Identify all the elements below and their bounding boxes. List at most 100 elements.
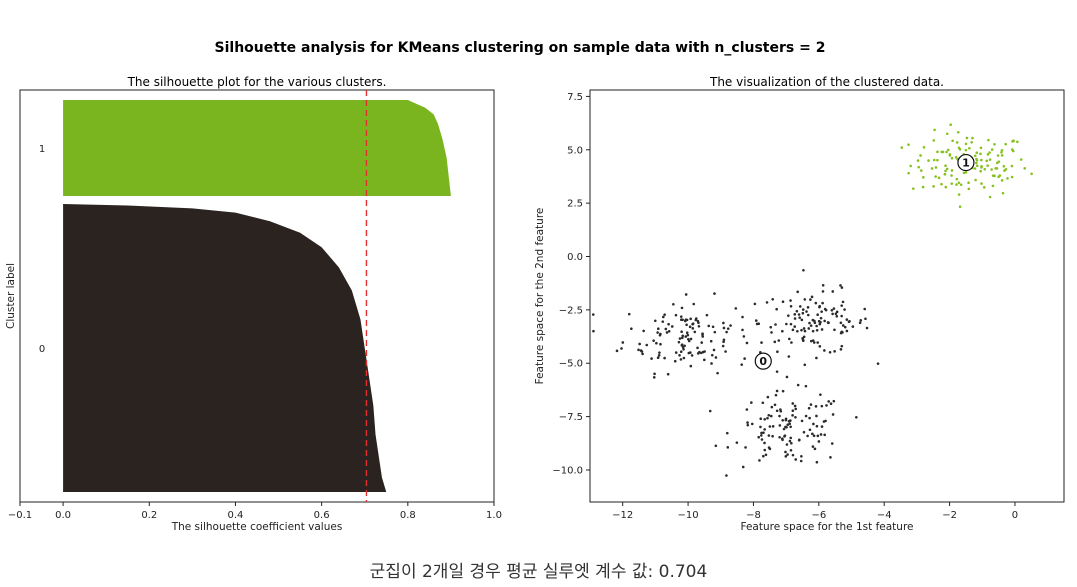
data-point-cluster-0 [791,414,794,417]
data-point-cluster-0 [785,375,789,379]
cluster-label-0: 0 [39,344,45,355]
data-point-cluster-0 [696,352,700,355]
data-point-cluster-0 [765,301,769,304]
data-point-cluster-0 [725,431,729,435]
data-point-cluster-0 [757,435,761,439]
data-point-cluster-0 [652,376,656,379]
data-point-cluster-0 [770,405,774,409]
data-point-cluster-1 [1000,149,1004,152]
data-point-cluster-0 [815,329,819,332]
data-point-cluster-0 [814,405,818,408]
data-point-cluster-0 [759,425,762,429]
silhouette-y-axis-label: Cluster label [5,263,17,329]
data-point-cluster-0 [777,339,781,342]
data-point-cluster-0 [859,319,863,322]
data-point-cluster-1 [993,142,996,146]
data-point-cluster-0 [766,416,769,420]
data-point-cluster-0 [806,313,810,317]
data-point-cluster-0 [692,302,696,306]
data-point-cluster-0 [796,383,800,387]
data-point-cluster-0 [840,286,844,289]
data-point-cluster-1 [900,146,904,149]
data-point-cluster-0 [621,341,625,344]
data-point-cluster-0 [679,358,683,361]
data-point-cluster-0 [835,310,839,314]
data-point-cluster-0 [845,329,849,333]
data-point-cluster-1 [957,146,961,150]
scatter-x-tick-label: −8 [746,510,761,521]
data-point-cluster-0 [729,324,732,327]
data-point-cluster-0 [780,437,784,440]
data-point-cluster-1 [1023,167,1027,170]
data-point-cluster-0 [863,307,867,311]
data-point-cluster-0 [835,314,839,318]
scatter-y-tick-label: −2.5 [559,305,583,316]
scatter-x-tick-label: −10 [678,510,699,521]
figure-suptitle: Silhouette analysis for KMeans clusterin… [215,40,826,56]
data-point-cluster-0 [814,301,818,305]
data-point-cluster-0 [840,304,843,307]
silhouette-x-tick-label: −0.1 [8,510,32,521]
data-point-cluster-0 [816,313,819,316]
data-point-cluster-0 [781,389,785,393]
data-point-cluster-1 [944,164,947,168]
data-point-cluster-0 [591,313,595,316]
data-point-cluster-1 [1006,177,1009,180]
data-point-cluster-0 [678,337,682,340]
data-point-cluster-0 [843,325,847,329]
silhouette-band-cluster-0 [63,204,387,492]
data-point-cluster-0 [840,344,844,348]
data-point-cluster-0 [789,448,793,452]
data-point-cluster-0 [823,349,826,352]
data-point-cluster-1 [943,172,947,176]
data-point-cluster-0 [725,474,728,477]
data-point-cluster-1 [964,171,968,174]
figure-caption: 군집이 2개일 경우 평균 실루엣 계수 값: 0.704 [369,562,708,582]
silhouette-x-tick-label: 0.4 [228,510,244,521]
silhouette-x-tick-label: 0.0 [55,510,71,521]
data-point-cluster-0 [783,434,787,437]
data-point-cluster-0 [803,363,807,367]
data-point-cluster-0 [687,351,691,355]
data-point-cluster-1 [1010,175,1014,179]
data-point-cluster-0 [639,349,643,352]
data-point-cluster-0 [687,337,690,341]
data-point-cluster-0 [791,402,795,405]
data-point-cluster-1 [946,148,950,152]
data-point-cluster-0 [642,329,645,333]
data-point-cluster-0 [680,330,683,334]
data-point-cluster-0 [758,459,761,462]
data-point-cluster-1 [955,183,958,186]
data-point-cluster-0 [789,419,792,422]
data-point-cluster-1 [940,182,943,186]
data-point-cluster-0 [808,416,811,420]
data-point-cluster-0 [784,418,788,422]
data-point-cluster-0 [786,453,789,456]
data-point-cluster-1 [930,167,934,170]
data-point-cluster-0 [815,414,818,418]
data-point-cluster-0 [638,342,641,346]
data-point-cluster-0 [683,344,686,348]
data-point-cluster-0 [791,453,795,457]
data-point-cluster-0 [793,404,797,408]
data-point-cluster-1 [949,123,952,127]
data-point-cluster-0 [803,329,807,333]
data-point-cluster-0 [689,364,693,368]
data-point-cluster-0 [714,444,718,448]
data-point-cluster-1 [1002,164,1006,168]
data-point-cluster-0 [773,340,777,344]
data-point-cluster-0 [661,320,665,323]
data-point-cluster-0 [790,441,793,445]
data-point-cluster-0 [659,342,662,346]
data-point-cluster-1 [907,171,910,175]
data-point-cluster-0 [803,298,807,301]
data-point-cluster-0 [663,313,666,316]
data-point-cluster-0 [789,436,793,440]
data-point-cluster-0 [711,325,715,329]
data-point-cluster-1 [1000,150,1003,154]
data-point-cluster-0 [759,417,763,421]
scatter-x-tick-label: −2 [942,510,957,521]
data-point-cluster-0 [865,326,869,330]
data-point-cluster-0 [848,319,851,323]
cluster-center-marker-1 [957,153,975,172]
